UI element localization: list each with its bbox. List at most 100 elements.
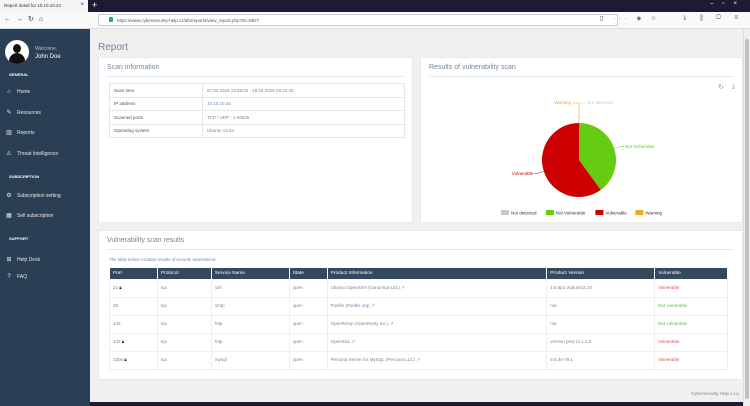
external-link-icon[interactable]: ↗	[370, 303, 375, 308]
page-actions[interactable]: ▯ ··· ◈ ☆	[600, 16, 661, 22]
url-text: https://www.cybersecurity-help.cz/dfo/re…	[117, 18, 260, 23]
window-controls[interactable]: –▫×	[710, 1, 746, 7]
product: OpenResty (OpenResty Inc.)	[330, 321, 389, 326]
edit-icon: ✎	[6, 110, 12, 116]
scan-info-panel: Scan information Scan time 07.04.2018 19:…	[98, 57, 413, 223]
product: Postfix (Postfix.org)	[330, 303, 370, 308]
column-header: Vulnerable	[654, 267, 728, 280]
port-cell: 25	[109, 297, 158, 316]
results-table: Port Protocol Service Name State Product Inf…	[109, 267, 728, 370]
product: OpenSSL	[330, 339, 351, 344]
table-row: 443 tcp http open OpenResty (OpenResty I…	[109, 315, 728, 334]
external-link-icon[interactable]: ↗	[416, 357, 421, 362]
port: 25	[113, 303, 119, 308]
vulnerable-cell: Not vulnerable	[654, 315, 728, 334]
column-header: State	[288, 267, 328, 280]
sidebar-section-title: GENERAL	[9, 72, 29, 77]
pie-slice-not-vulnerable[interactable]	[579, 123, 616, 190]
state-cell: open	[288, 351, 328, 370]
legend-entry[interactable]: Vulnerable	[605, 211, 627, 216]
question-icon: ?	[7, 274, 11, 280]
external-link-icon[interactable]: ↗	[389, 321, 394, 326]
lock-icon: 🔒︎	[119, 285, 122, 290]
protocol-cell: tcp	[156, 279, 212, 298]
refresh-icon[interactable]: ↻	[718, 84, 724, 91]
service-cell: ssh	[210, 279, 290, 298]
sidebar-item-label: Home	[17, 89, 31, 95]
service-cell: http	[210, 315, 290, 334]
slice-label: Vulnerable	[512, 171, 534, 176]
gear-icon: ⚙	[6, 193, 12, 199]
toolbar-icons[interactable]: ⤓ ⫼ ▢ ≡	[683, 15, 744, 21]
info-label: Scanned ports	[109, 110, 203, 125]
sidebar-item-help-desk[interactable]: ⊞ Help Desk	[6, 256, 41, 264]
lock-icon: 🔒︎	[124, 357, 127, 362]
panel-title: Scan information	[107, 64, 160, 71]
legend-entry[interactable]: Warning	[645, 211, 662, 216]
username: John Doe	[35, 54, 61, 60]
sidebar-item-subscription-setting[interactable]: ⚙ Subscription setting	[6, 192, 61, 200]
product-cell: Postfix (Postfix.org) ↗	[326, 297, 548, 316]
protocol-cell: tcp	[156, 351, 212, 370]
state-cell: open	[288, 279, 328, 298]
sidebar-item-label: Resources	[17, 109, 41, 116]
legend-swatch	[595, 210, 604, 215]
pie-slice-vulnerable[interactable]	[542, 123, 601, 197]
download-icon[interactable]: ⤓	[731, 83, 735, 90]
new-tab-button[interactable]: +	[92, 0, 98, 10]
product-cell: OpenResty (OpenResty Inc.) ↗	[326, 315, 548, 334]
port-cell: 3306 🔒︎	[109, 351, 158, 370]
lock-icon	[109, 17, 113, 22]
sidebar-item-label: Reports	[17, 129, 35, 136]
sidebar-item-home[interactable]: ⌂ Home	[6, 89, 30, 95]
sidebar-item-resources[interactable]: ✎ Resources	[6, 109, 41, 117]
info-row: Scanned ports TCP / UDP : 1-65535	[109, 110, 405, 125]
nav-buttons[interactable]: ←→↻⌂	[4, 16, 49, 23]
port-cell: 22 🔒︎	[109, 279, 158, 298]
url-bar[interactable]: https://www.cybersecurity-help.cz/dfo/re…	[98, 14, 618, 26]
sidebar-item-label: FAQ	[17, 274, 28, 280]
sidebar-item-faq[interactable]: ? FAQ	[6, 274, 27, 280]
slice-label: Not detected	[587, 100, 613, 105]
info-row: IP address 10.10.10.24	[109, 96, 405, 111]
panel-title: Results of vulnerability scan	[429, 64, 516, 71]
tab-title: Report detail for 10.10.10.24	[4, 3, 62, 8]
protocol-cell: tcp	[156, 315, 212, 334]
sitemap-icon: ⊞	[6, 257, 12, 263]
service-cell: mysql	[210, 351, 290, 370]
sidebar-item-threat-intelligence[interactable]: ⚠ Threat Intelligence	[6, 150, 59, 158]
external-link-icon[interactable]: ↗	[400, 285, 405, 290]
taskbar	[90, 402, 743, 406]
legend-entry[interactable]: Not detected	[511, 211, 537, 216]
legend-entry[interactable]: Not Vulnerable	[556, 211, 586, 216]
service-cell: smtp	[210, 297, 290, 316]
version-cell: n/a	[546, 297, 656, 316]
legend-swatch	[545, 210, 554, 215]
version-cell: n/a	[546, 315, 656, 334]
product: Percona Server for MySQL (Percona LLC)	[330, 357, 416, 362]
product-cell: Ubuntu OpenSSH (Canonical Ltd.) ↗	[326, 279, 548, 298]
browser-tab[interactable]: Report detail for 10.10.10.24 ×	[0, 0, 88, 12]
port: 443	[113, 321, 121, 326]
sidebar-item-label: Threat Intelligence	[17, 150, 59, 157]
footer-text: Cybersecurity Help s.r.o.	[690, 391, 740, 396]
table-row: 3306 🔒︎ tcp mysql open Percona Server fo…	[109, 351, 728, 370]
external-link-icon[interactable]: ↗	[351, 339, 356, 344]
pie-chart: Not detected Not Vulnerable Vulnerable Warn…	[501, 100, 662, 216]
service-cell: http	[210, 333, 290, 352]
state-cell: open	[288, 315, 328, 334]
info-value: TCP / UDP : 1-65535	[202, 110, 405, 125]
slice-label: Warning	[554, 100, 571, 105]
sidebar-item-sell-subscription[interactable]: ▦ Sell subscription	[6, 212, 53, 220]
sidebar-item-label: Help Desk	[17, 256, 41, 263]
scrollbar[interactable]	[743, 29, 750, 406]
column-header: Product Version	[546, 267, 656, 280]
port-cell: 443 🔒︎	[109, 333, 158, 352]
version-cell: 5.6.34-79.1	[546, 351, 656, 370]
sidebar-item-label: Subscription setting	[17, 192, 61, 199]
sidebar-item-reports[interactable]: ▥ Reports	[6, 129, 35, 137]
close-tab-icon[interactable]: ×	[80, 2, 84, 8]
vulnerable-cell: Vulnerable	[654, 351, 728, 370]
page-title: Report	[98, 42, 129, 53]
port-cell: 443	[109, 315, 158, 334]
